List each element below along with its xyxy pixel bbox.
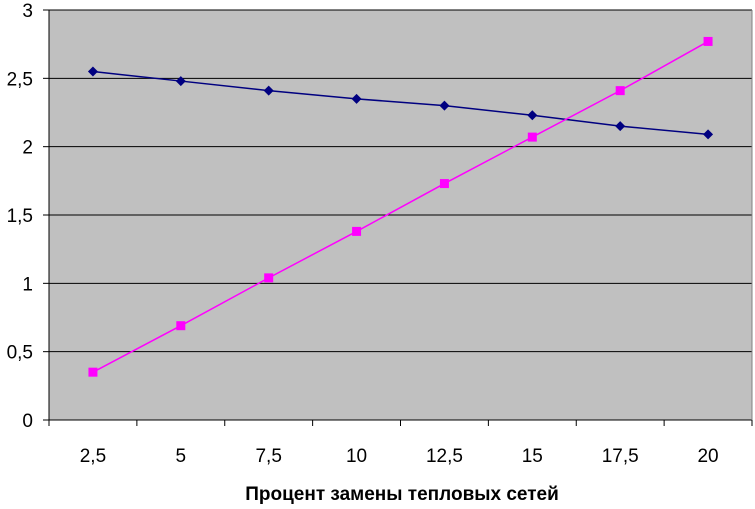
x-tick-label: 20 xyxy=(697,446,718,467)
data-point xyxy=(615,86,625,96)
series-line xyxy=(92,40,709,373)
y-axis-ticks: 0 0,5 1 1,5 2 2,5 3 xyxy=(7,1,49,432)
data-point xyxy=(352,226,362,236)
series-group xyxy=(87,36,714,377)
x-axis-ticks: 2,5 5 7,5 10 12,5 15 17,5 20 xyxy=(48,420,753,467)
x-tick-label: 10 xyxy=(346,446,367,467)
data-point xyxy=(527,110,538,121)
x-tick-label: 7,5 xyxy=(255,446,281,467)
y-tick-label: 1,5 xyxy=(7,206,33,227)
x-tick-label: 2,5 xyxy=(80,446,106,467)
data-point xyxy=(263,85,274,96)
data-point xyxy=(527,132,537,142)
data-point xyxy=(87,66,98,77)
y-tick-label: 2 xyxy=(22,138,33,159)
y-tick-label: 0 xyxy=(22,411,33,432)
x-tick-label: 17,5 xyxy=(602,446,639,467)
data-point xyxy=(176,321,186,331)
series-1 xyxy=(87,66,714,140)
y-tick-label: 1 xyxy=(22,274,33,295)
data-point xyxy=(615,121,626,132)
data-point xyxy=(439,179,449,189)
x-tick-label: 15 xyxy=(522,446,543,467)
y-tick-label: 0,5 xyxy=(7,343,33,364)
data-point xyxy=(175,76,186,87)
data-point xyxy=(703,129,714,140)
data-point xyxy=(264,273,274,283)
x-tick-label: 5 xyxy=(176,446,187,467)
y-tick-label: 3 xyxy=(22,1,33,22)
series-line xyxy=(92,70,709,136)
x-tick-label: 12,5 xyxy=(426,446,463,467)
series-2 xyxy=(88,36,713,377)
data-point xyxy=(703,36,713,46)
gridlines xyxy=(49,9,752,353)
data-point xyxy=(88,367,98,377)
data-point xyxy=(351,93,362,104)
y-tick-label: 2,5 xyxy=(7,69,33,90)
data-point xyxy=(439,100,450,111)
x-axis-label: Процент замены тепловых сетей xyxy=(245,484,559,505)
